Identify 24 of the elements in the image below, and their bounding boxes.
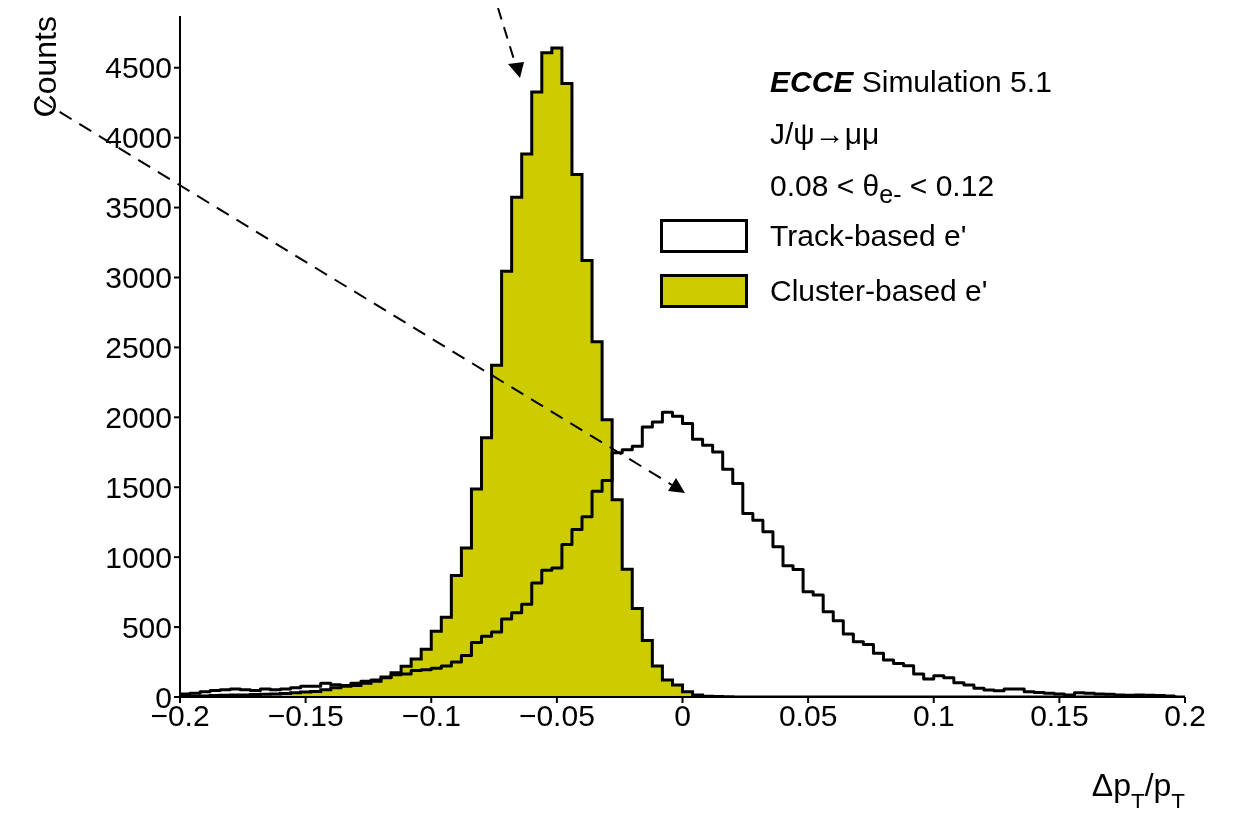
x-tick-label: 0.15: [1030, 699, 1089, 733]
y-tick-label: 4500: [105, 51, 172, 85]
annotation: 0.08 < θ$_{e-}$ < 0.12: [770, 168, 996, 210]
x-tick-label: −0.1: [401, 699, 461, 733]
annotation: ECCE Simulation 5.1: [770, 65, 1052, 98]
y-tick-label: 1500: [105, 470, 172, 504]
y-tick-label: 3500: [105, 191, 172, 225]
x-tick-label: 0: [674, 699, 691, 733]
x-tick-label: 0.05: [778, 699, 838, 733]
x-tick-label: 0.1: [912, 699, 955, 733]
y-tick-label: 3000: [105, 261, 172, 295]
x-tick-label: −0.05: [518, 699, 595, 733]
x-axis-title: Δp$_{T}$/p$_{T}$: [1091, 767, 1186, 814]
y-axis-title: Counts: [27, 16, 63, 118]
x-tick-label: 0.2: [1164, 699, 1206, 733]
annotation: J/ψ→μμ: [770, 116, 881, 152]
y-tick-label: 2500: [105, 331, 172, 365]
legend-label: Cluster-based e': [770, 273, 988, 308]
x-tick-label: −0.15: [267, 699, 344, 733]
y-tick-label: 4000: [105, 121, 172, 155]
legend-label: Track-based e': [770, 218, 967, 253]
y-tick-label: 1000: [105, 540, 172, 574]
y-tick-label: 2000: [105, 400, 172, 434]
y-tick-label: 500: [121, 610, 172, 644]
